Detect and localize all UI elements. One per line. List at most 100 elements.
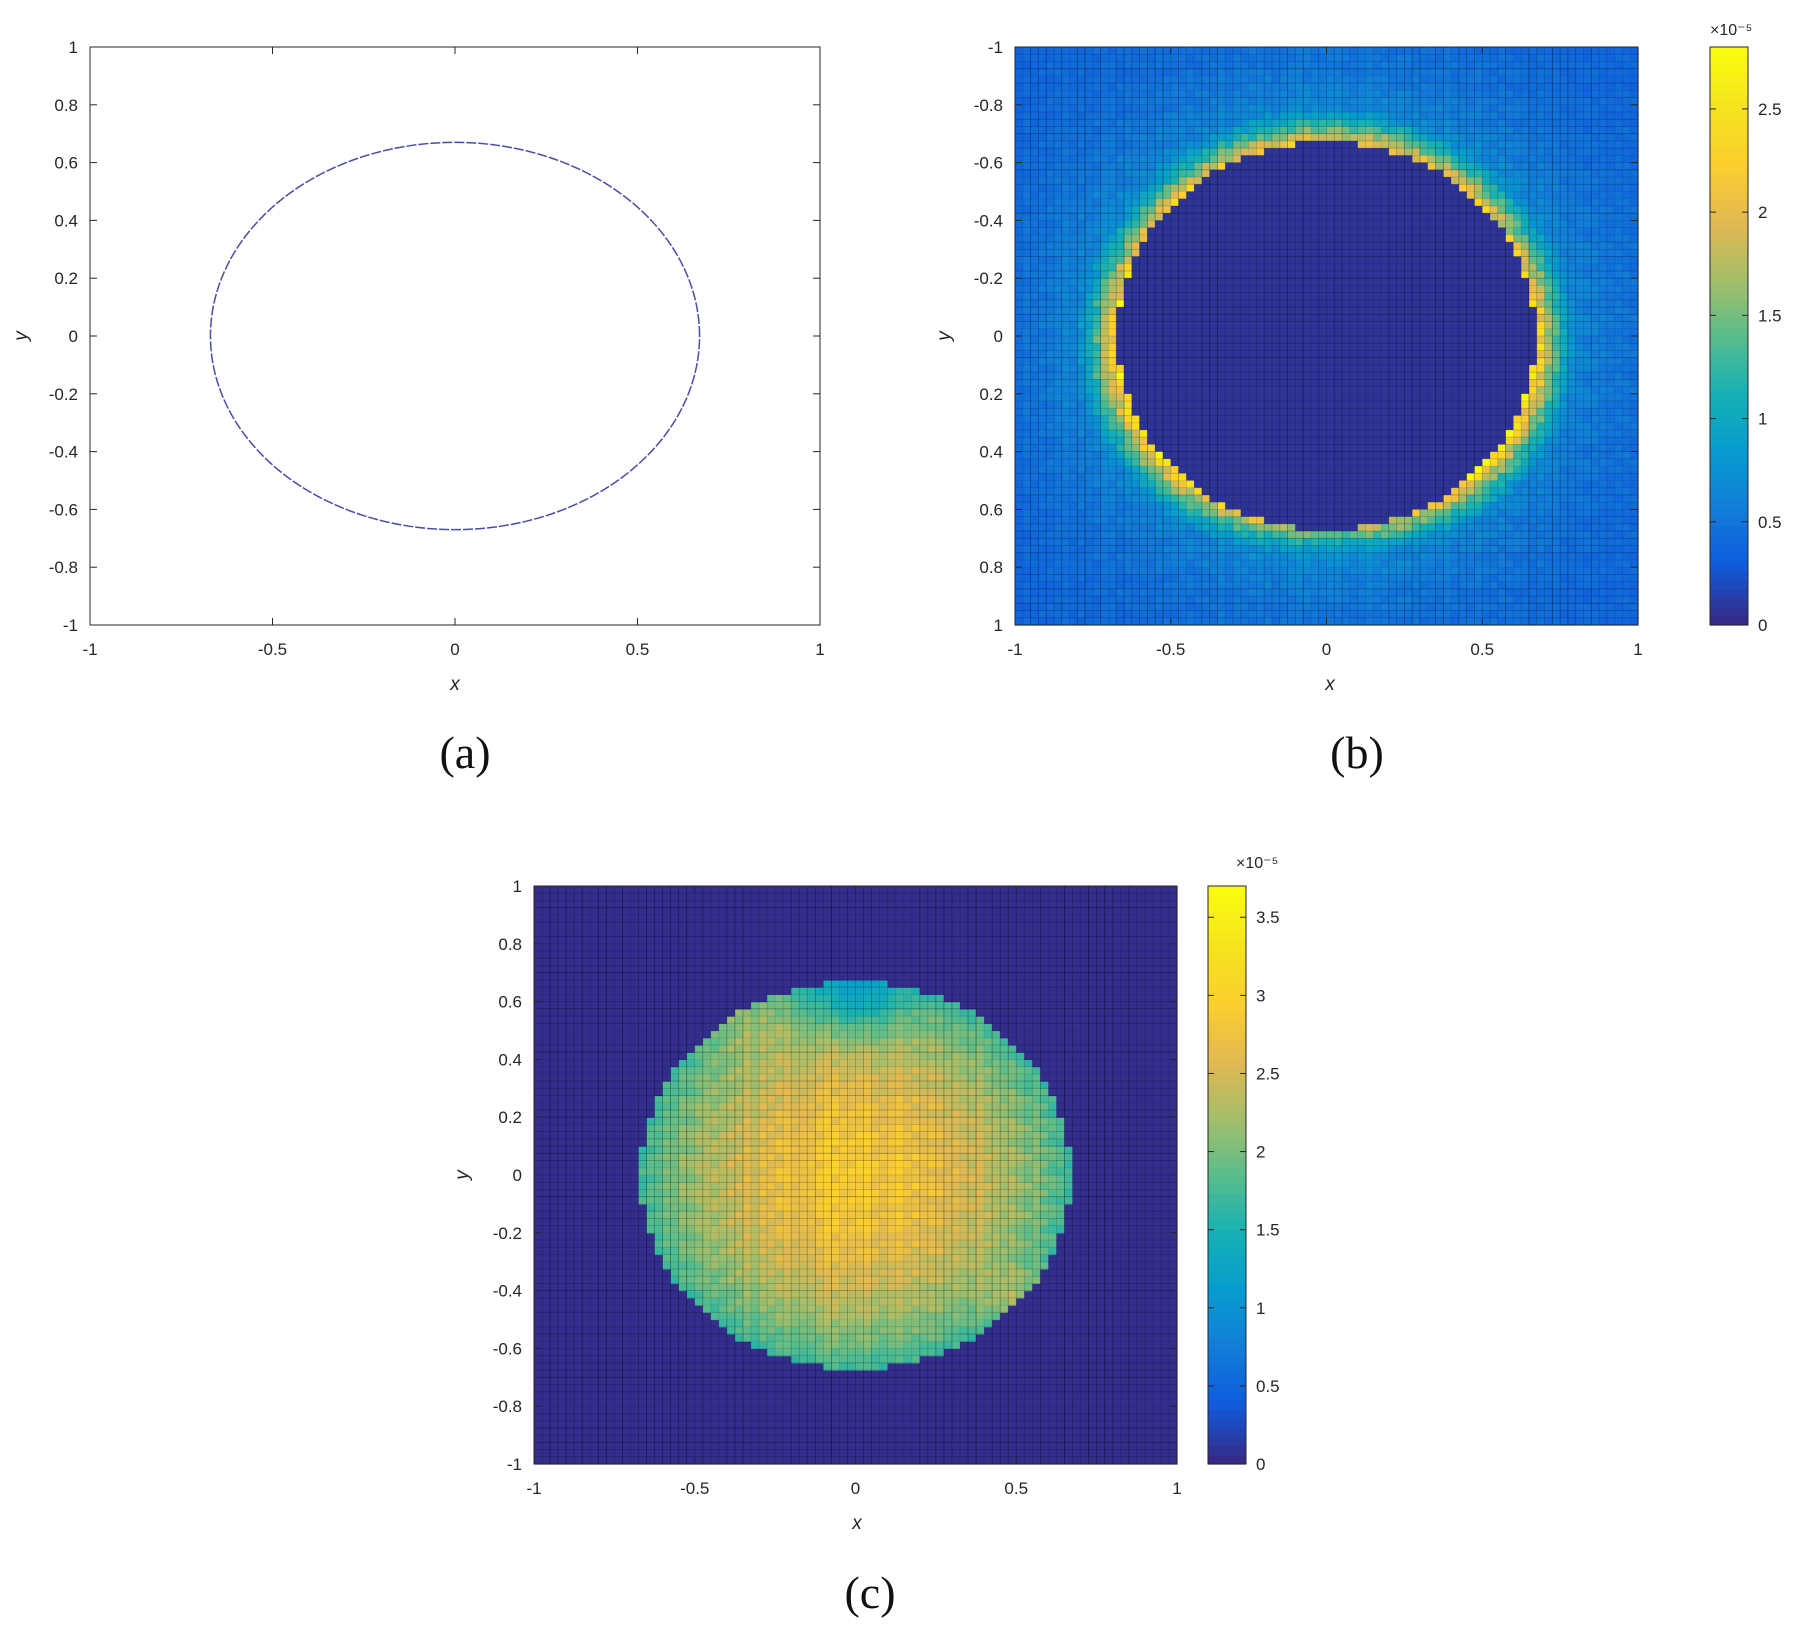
heatmap-cell bbox=[1070, 488, 1078, 496]
heatmap-cell bbox=[1046, 589, 1054, 597]
heatmap-cell bbox=[1295, 596, 1303, 604]
heatmap-cell bbox=[1070, 596, 1078, 604]
heatmap-cell bbox=[1436, 206, 1444, 214]
heatmap-cell bbox=[1373, 343, 1381, 351]
heatmap-cell bbox=[1459, 408, 1467, 416]
heatmap-cell bbox=[1147, 618, 1155, 626]
heatmap-cell bbox=[1015, 611, 1023, 619]
heatmap-cell bbox=[1093, 538, 1101, 546]
heatmap-cell bbox=[1264, 589, 1272, 597]
heatmap-cell bbox=[1163, 481, 1171, 489]
heatmap-cell bbox=[1031, 192, 1039, 200]
heatmap-cell bbox=[1023, 509, 1031, 517]
heatmap-cell bbox=[1210, 264, 1218, 272]
heatmap-cell bbox=[1397, 343, 1405, 351]
heatmap-cell bbox=[1467, 408, 1475, 416]
heatmap-cell bbox=[1280, 524, 1288, 532]
heatmap-cell bbox=[1179, 235, 1187, 243]
heatmap-cell bbox=[1256, 524, 1264, 532]
heatmap-cell bbox=[1451, 444, 1459, 452]
heatmap-cell bbox=[1233, 76, 1241, 84]
heatmap-cell bbox=[1327, 83, 1335, 91]
heatmap-cell bbox=[1023, 206, 1031, 214]
heatmap-cell bbox=[1311, 495, 1319, 503]
heatmap-cell bbox=[1474, 415, 1482, 423]
heatmap-cell bbox=[1085, 90, 1093, 98]
heatmap-cell bbox=[1179, 105, 1187, 113]
heatmap-cell bbox=[1474, 257, 1482, 265]
heatmap-cell bbox=[1389, 618, 1397, 626]
heatmap-cell bbox=[1474, 322, 1482, 330]
heatmap-cell bbox=[1093, 300, 1101, 308]
heatmap-cell bbox=[1451, 119, 1459, 127]
heatmap-cell bbox=[1070, 285, 1078, 293]
heatmap-cell bbox=[1054, 285, 1062, 293]
heatmap-cell bbox=[1217, 105, 1225, 113]
heatmap-cell bbox=[1373, 502, 1381, 510]
heatmap-cell bbox=[1116, 560, 1124, 568]
heatmap-cell bbox=[1225, 509, 1233, 517]
heatmap-cell bbox=[1474, 54, 1482, 62]
heatmap-cell bbox=[1311, 184, 1319, 192]
heatmap-cell bbox=[1342, 379, 1350, 387]
heatmap-cell bbox=[1381, 546, 1389, 554]
heatmap-cell bbox=[1327, 285, 1335, 293]
heatmap-cell bbox=[1412, 228, 1420, 236]
heatmap-cell bbox=[1179, 300, 1187, 308]
heatmap-cell bbox=[1389, 134, 1397, 142]
heatmap-cell bbox=[1249, 90, 1257, 98]
heatmap-cell bbox=[1459, 574, 1467, 582]
heatmap-cell bbox=[1062, 177, 1070, 185]
heatmap-cell bbox=[1404, 307, 1412, 315]
heatmap-cell bbox=[1186, 358, 1194, 366]
heatmap-cell bbox=[1085, 589, 1093, 597]
heatmap-cell bbox=[1249, 69, 1257, 77]
heatmap-cell bbox=[1342, 401, 1350, 409]
heatmap-cell bbox=[1389, 488, 1397, 496]
heatmap-cell bbox=[1132, 293, 1140, 301]
heatmap-cell bbox=[1077, 119, 1085, 127]
heatmap-cell bbox=[1327, 401, 1335, 409]
heatmap-cell bbox=[1140, 293, 1148, 301]
heatmap-cell bbox=[1132, 141, 1140, 149]
heatmap-cell bbox=[1101, 307, 1109, 315]
heatmap-cell bbox=[1070, 553, 1078, 561]
heatmap-cell bbox=[1474, 47, 1482, 55]
heatmap-cell bbox=[1132, 488, 1140, 496]
heatmap-cell bbox=[1163, 488, 1171, 496]
heatmap-cell bbox=[1350, 603, 1358, 611]
heatmap-cell bbox=[1295, 177, 1303, 185]
heatmap-cell bbox=[1467, 228, 1475, 236]
heatmap-cell bbox=[1272, 415, 1280, 423]
heatmap-cell bbox=[1070, 423, 1078, 431]
heatmap-cell bbox=[1093, 249, 1101, 257]
heatmap-cell bbox=[1225, 358, 1233, 366]
heatmap-cell bbox=[1031, 300, 1039, 308]
heatmap-cell bbox=[1171, 596, 1179, 604]
heatmap-cell bbox=[1163, 322, 1171, 330]
heatmap-cell bbox=[1093, 199, 1101, 207]
heatmap-cell bbox=[1381, 473, 1389, 481]
heatmap-cell bbox=[1350, 163, 1358, 171]
heatmap-cell bbox=[1186, 430, 1194, 438]
heatmap-cell bbox=[1046, 163, 1054, 171]
heatmap-cell bbox=[1397, 235, 1405, 243]
heatmap-cell bbox=[1241, 54, 1249, 62]
heatmap-cell bbox=[1210, 546, 1218, 554]
heatmap-cell bbox=[1264, 343, 1272, 351]
heatmap-cell bbox=[1272, 574, 1280, 582]
heatmap-cell bbox=[1179, 343, 1187, 351]
heatmap-cell bbox=[1334, 76, 1342, 84]
heatmap-cell bbox=[1132, 495, 1140, 503]
heatmap-cell bbox=[1210, 83, 1218, 91]
heatmap-cell bbox=[1163, 242, 1171, 250]
heatmap-cell bbox=[1459, 242, 1467, 250]
heatmap-cell bbox=[1225, 47, 1233, 55]
heatmap-cell bbox=[1140, 228, 1148, 236]
heatmap-cell bbox=[1350, 358, 1358, 366]
heatmap-cell bbox=[1420, 264, 1428, 272]
heatmap-cell bbox=[1381, 199, 1389, 207]
heatmap-cell bbox=[1147, 538, 1155, 546]
heatmap-cell bbox=[1171, 61, 1179, 69]
heatmap-cell bbox=[1350, 322, 1358, 330]
